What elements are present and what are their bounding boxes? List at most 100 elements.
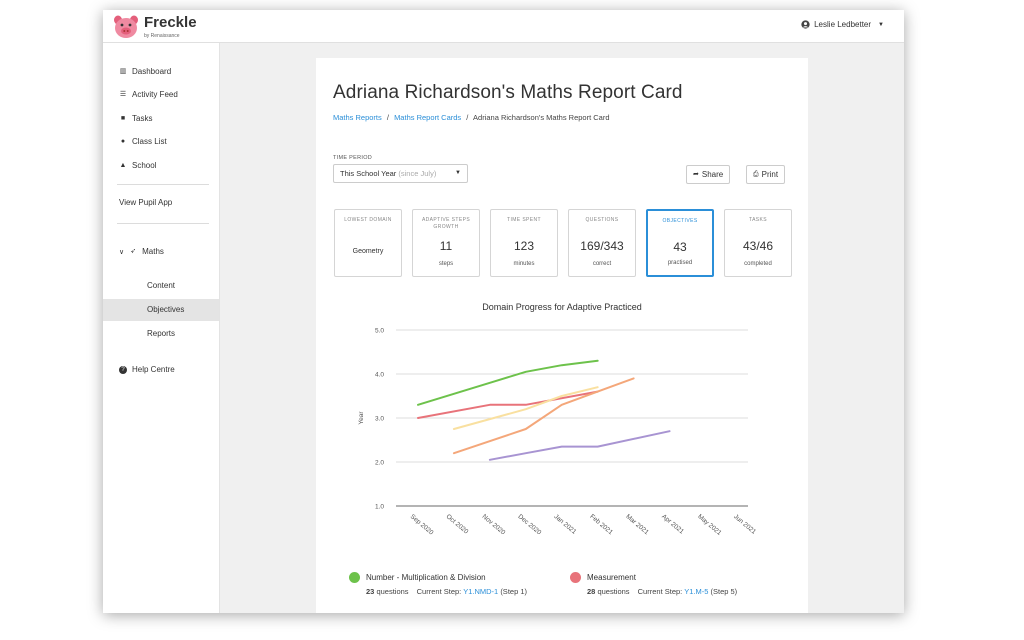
stat-adaptive-steps-growth[interactable]: ADAPTIVE STEPS GROWTH 11 steps [412, 209, 480, 277]
stat-sub: steps [438, 261, 454, 267]
stat-label: TIME SPENT [506, 217, 541, 223]
series-line [417, 390, 599, 419]
legend-detail: 28 questions Current Step: Y1.M-5 (Step … [587, 587, 737, 596]
sidebar-item-label: Dashboard [132, 67, 172, 76]
users-icon: ● [120, 137, 126, 145]
x-tick-label: Nov 2020 [481, 513, 507, 536]
y-tick-label: 5.0 [375, 328, 384, 335]
y-axis-label: Year [358, 411, 365, 425]
breadcrumb-separator: / [466, 113, 469, 122]
x-tick-label: Jun 2021 [732, 513, 757, 536]
time-period-hint: (since July) [398, 169, 437, 178]
time-period-value: This School Year [340, 169, 397, 178]
sidebar-item-class-list[interactable]: ● Class List [119, 137, 167, 146]
printer-icon: ⎙ [753, 171, 759, 178]
legend-step-label: Current Step: [416, 587, 462, 596]
breadcrumb-current: Adriana Richardson's Maths Report Card [473, 113, 610, 122]
share-button[interactable]: ➦ Share [686, 165, 731, 184]
legend-step-num: (Step 1) [500, 587, 527, 596]
sidebar-divider [117, 223, 209, 224]
y-tick-label: 1.0 [375, 504, 384, 511]
sidebar-item-tasks[interactable]: ■ Tasks [119, 114, 153, 123]
stat-sub: completed [744, 261, 772, 267]
app-byline: by Renaissance [144, 33, 180, 39]
x-tick-label: Apr 2021 [660, 513, 685, 536]
stat-time-spent[interactable]: TIME SPENT 123 minutes [490, 209, 558, 277]
breadcrumb-separator: / [386, 113, 389, 122]
top-bar: Freckle by Renaissance Leslie Ledbetter … [103, 10, 904, 43]
list-icon: ☰ [119, 90, 127, 98]
series-line [452, 377, 635, 455]
sidebar-item-label: Tasks [132, 114, 153, 123]
freckle-logo[interactable]: Freckle by Renaissance [113, 14, 197, 39]
user-menu[interactable]: Leslie Ledbetter ▼ [801, 20, 884, 29]
sidebar-subitem-content[interactable]: Content [147, 281, 176, 290]
sidebar-item-dashboard[interactable]: ▥ Dashboard [119, 67, 171, 76]
series-line [488, 430, 671, 461]
view-pupil-app-link[interactable]: View Pupil App [119, 198, 172, 207]
domain-progress-chart: 1.0 2.0 3.0 4.0 5.0 Year Sep 2020 Oct 2020 Nov 2… [358, 328, 757, 538]
legend-step-label: Current Step: [637, 587, 683, 596]
stat-objectives[interactable]: OBJECTIVES 43 practised [646, 209, 714, 277]
share-label: Share [701, 170, 724, 179]
legend-questions-count: 23 [366, 587, 375, 596]
user-name: Leslie Ledbetter [814, 20, 872, 29]
sidebar: ▥ Dashboard ☰ Activity Feed ■ Tasks ● Cl… [103, 43, 220, 613]
sidebar-item-label: Maths [142, 247, 164, 256]
legend-step-link[interactable]: Y1.NMD-1 [463, 587, 499, 596]
legend-step-num: (Step 5) [710, 587, 738, 596]
stat-sub: minutes [513, 261, 535, 267]
sidebar-item-label: School [132, 161, 157, 170]
chart-title: Domain Progress for Adaptive Practiced [482, 302, 642, 312]
sidebar-item-label: Class List [132, 137, 167, 146]
legend-name: Measurement [587, 573, 636, 582]
x-tick-label: Mar 2021 [624, 513, 650, 536]
breadcrumb-maths-reports[interactable]: Maths Reports [333, 113, 382, 122]
report-card: Adriana Richardson's Maths Report Card M… [316, 58, 808, 613]
print-button[interactable]: ⎙ Print [746, 165, 786, 184]
chevron-down-icon: ▼ [878, 21, 884, 28]
dashboard-icon: ▥ [119, 67, 127, 75]
sidebar-subitem-reports[interactable]: Reports [147, 329, 176, 338]
legend-dot [570, 572, 581, 583]
briefcase-icon: ■ [120, 114, 126, 122]
stat-sub: correct [592, 261, 612, 267]
stat-label: ADAPTIVE STEPS GROWTH [421, 217, 471, 230]
sidebar-item-help-centre[interactable]: ? Help Centre [119, 365, 175, 374]
breadcrumb-maths-report-cards[interactable]: Maths Report Cards [394, 113, 462, 122]
sidebar-item-maths[interactable]: ∨ ➶ Maths [119, 247, 164, 256]
chevron-down-icon: ▼ [455, 170, 461, 176]
stat-value: 43 [673, 240, 687, 254]
time-period-select[interactable]: This School Year (since July) ▼ [333, 164, 468, 183]
x-tick-label: Jan 2021 [552, 513, 577, 536]
sidebar-subitem-objectives[interactable]: Objectives [103, 299, 219, 321]
sidebar-item-activity-feed[interactable]: ☰ Activity Feed [119, 90, 178, 99]
series-line [417, 359, 599, 406]
sidebar-item-label: Help Centre [132, 365, 175, 374]
rocket-icon: ➶ [130, 247, 137, 255]
series-line [452, 386, 599, 430]
pig-logo-icon [114, 15, 138, 38]
stat-label: LOWEST DOMAIN [344, 217, 392, 223]
stat-lowest-domain[interactable]: LOWEST DOMAIN Geometry [334, 209, 402, 277]
x-tick-label: Oct 2020 [445, 513, 470, 536]
x-tick-label: Sep 2020 [409, 513, 435, 536]
chevron-down-icon: ∨ [119, 248, 125, 256]
user-icon [801, 20, 810, 29]
stat-tasks[interactable]: TASKS 43/46 completed [724, 209, 792, 277]
legend-questions-label: questions [376, 587, 409, 596]
stat-label: QUESTIONS [585, 217, 619, 223]
print-label: Print [761, 170, 779, 179]
y-tick-label: 2.0 [375, 460, 384, 467]
share-icon: ➦ [693, 171, 699, 178]
stat-questions[interactable]: QUESTIONS 169/343 correct [568, 209, 636, 277]
app-window: Freckle by Renaissance Leslie Ledbetter … [103, 10, 904, 613]
stat-label: OBJECTIVES [662, 218, 698, 224]
legend-dot [349, 572, 360, 583]
help-icon: ? [119, 365, 127, 374]
legend-questions-count: 28 [587, 587, 596, 596]
legend-step-link[interactable]: Y1.M-5 [684, 587, 709, 596]
sidebar-item-school[interactable]: ▲ School [119, 161, 157, 170]
legend-questions-label: questions [597, 587, 630, 596]
page-title: Adriana Richardson's Maths Report Card [333, 82, 683, 103]
